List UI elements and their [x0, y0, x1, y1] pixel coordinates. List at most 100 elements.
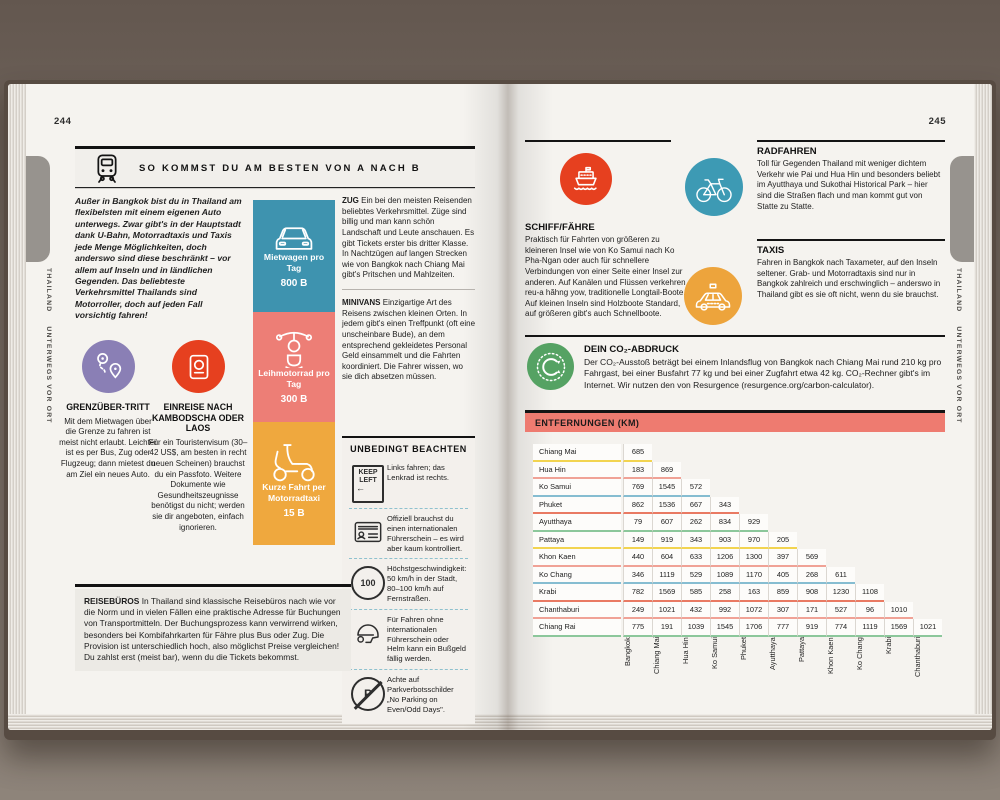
distance-column-label: Ko Chang	[855, 636, 864, 670]
motorbike-icon	[275, 331, 313, 368]
passport-icon	[172, 340, 225, 393]
distance-cell: 258	[710, 584, 739, 602]
distance-cell-empty	[739, 462, 768, 480]
distance-cell: 1010	[884, 601, 913, 619]
price-box-rental-car: Mietwagen pro Tag 800 B	[253, 200, 335, 312]
distance-cell: 1706	[739, 619, 768, 637]
distance-cell: 1536	[652, 496, 681, 514]
reisebueros-title: REISEBÜROS	[84, 595, 140, 606]
sidebar-text-right: THAILAND UNTERWEGS VOR ORT	[948, 268, 962, 424]
distance-cell: 149	[623, 531, 652, 549]
radfahren-title: RADFAHREN	[757, 146, 817, 157]
distance-cell-empty	[855, 532, 884, 550]
distance-cell: 79	[623, 514, 652, 532]
bicycle-icon	[685, 158, 743, 216]
distance-cell-empty	[913, 497, 942, 515]
distance-cell: 405	[768, 566, 797, 584]
distance-cell: 346	[623, 566, 652, 584]
speed-limit-icon: 100	[351, 566, 385, 601]
taxis-title: TAXIS	[757, 245, 785, 256]
page-number-left: 244	[54, 116, 72, 127]
minivans-title: MINIVANS	[342, 298, 381, 307]
distance-cell-empty	[913, 479, 942, 497]
distance-cell: 527	[826, 601, 855, 619]
beachten-text: Für Fahren ohne internationalen Führersc…	[387, 614, 466, 664]
page-edge-stack-left	[8, 84, 26, 730]
distance-row-label: Chanthaburi	[533, 601, 621, 619]
beachten-text: Achte auf Parkverbotsschilder „No Parkin…	[387, 675, 454, 714]
distance-cell-empty	[855, 497, 884, 515]
distance-cell-empty	[913, 549, 942, 567]
sidebar-region-label: THAILAND	[45, 268, 52, 313]
distance-cell-empty	[855, 567, 884, 585]
distance-cell-empty	[768, 444, 797, 462]
feature-entry-visa: EINREISE NACH KAMBODSCHA ODER LAOS Für e…	[148, 402, 248, 533]
distance-cell-empty	[855, 549, 884, 567]
feature-title: EINREISE NACH KAMBODSCHA ODER LAOS	[151, 402, 245, 434]
no-parking-icon: P	[351, 677, 385, 712]
distance-cell-empty	[913, 444, 942, 462]
schiff-title: SCHIFF/FÄHRE	[525, 222, 595, 233]
distance-cell-empty	[797, 479, 826, 497]
thumb-tab-left	[26, 156, 50, 262]
distance-column-label: Ayutthaya	[768, 636, 777, 670]
sidebar-region-label: THAILAND	[955, 268, 962, 313]
distance-column-label: Krabi	[884, 636, 893, 654]
distance-cell: 777	[768, 619, 797, 637]
price-box-moto-taxi: Kurze Fahrt per Motorradtaxi 15 B	[253, 422, 335, 545]
distance-cell-empty	[884, 514, 913, 532]
schiff-text: Praktisch für Fahrten von größeren zu kl…	[525, 235, 686, 319]
distance-cell-empty	[826, 514, 855, 532]
distance-cell-empty	[884, 584, 913, 602]
distance-cell: 397	[768, 549, 797, 567]
price-box-motorbike: Leihmotorrad pro Tag 300 B	[253, 312, 335, 422]
distance-column-label: Pattaya	[797, 636, 806, 662]
distance-cell: 903	[710, 531, 739, 549]
distance-cell: 775	[623, 619, 652, 637]
distance-cell: 1230	[826, 584, 855, 602]
keep-left-sign-icon: KEEP LEFT ←	[352, 465, 384, 503]
keep-left-word-2: LEFT	[359, 477, 377, 485]
scooter-icon	[273, 444, 315, 482]
distance-cell-empty	[739, 497, 768, 515]
distance-cell: 769	[623, 479, 652, 497]
beachten-item: P Achte auf Parkverbotsschilder „No Park…	[349, 670, 468, 719]
distance-column-label: Bangkok	[623, 636, 632, 666]
distance-column-label: Hua Hin	[681, 636, 690, 664]
distance-cell-empty	[652, 444, 681, 462]
thumb-tab-right	[950, 156, 974, 262]
distance-cell: 572	[681, 479, 710, 497]
distance-row-label: Hua Hin	[533, 461, 621, 479]
feature-text: Für ein Touristenvisum (30–42 US$, am be…	[148, 437, 248, 532]
distance-cell: 1089	[710, 566, 739, 584]
distance-cell-empty	[855, 479, 884, 497]
distance-cell-empty	[884, 444, 913, 462]
distance-cell: 869	[652, 461, 681, 479]
distance-cell: 262	[681, 514, 710, 532]
distance-cell-empty	[884, 479, 913, 497]
distance-cell: 970	[739, 531, 768, 549]
distance-cell: 307	[768, 601, 797, 619]
distance-cell: 667	[681, 496, 710, 514]
distance-table: Chiang Mai 685 Hua Hin 183 869 Ko Samui 769 154…	[533, 444, 942, 701]
distance-cell-empty	[884, 497, 913, 515]
distance-cell-empty	[710, 444, 739, 462]
zug-text: Ein bei den meisten Reisenden beliebtes …	[342, 196, 475, 280]
distance-cell-empty	[739, 479, 768, 497]
distance-cell-empty	[913, 462, 942, 480]
distance-footer-spacer	[533, 637, 623, 701]
parking-letter: P	[363, 687, 372, 702]
distance-cell-empty	[826, 532, 855, 550]
beachten-item: Offiziell brauchst du einen internationa…	[349, 509, 468, 560]
distance-row-label: Chiang Mai	[533, 444, 621, 462]
page-edge-stack-right	[974, 84, 992, 730]
distance-cell-empty	[768, 497, 797, 515]
distance-cell: 929	[739, 514, 768, 532]
co2-text: Der CO₂-Ausstoß beträgt bei einem Inland…	[584, 357, 942, 390]
distance-cell: 96	[855, 601, 884, 619]
distance-cell: 919	[652, 531, 681, 549]
distances-title: ENTFERNUNGEN (KM)	[535, 417, 640, 428]
distance-cell: 191	[652, 619, 681, 637]
distance-cell: 862	[623, 496, 652, 514]
distance-cell: 205	[768, 531, 797, 549]
